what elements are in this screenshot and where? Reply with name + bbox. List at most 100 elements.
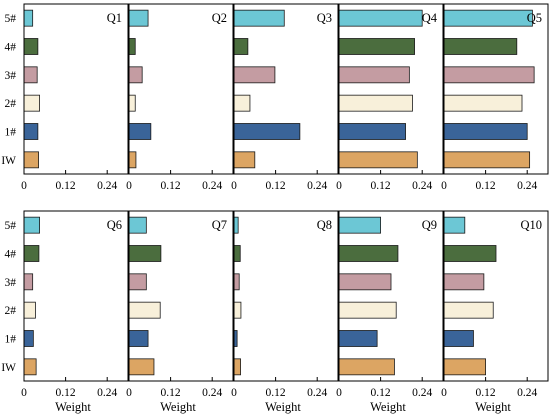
bar-q6-5 <box>23 216 41 234</box>
bar-q9-4 <box>338 245 399 262</box>
panel-q4: Q4 0 0.12 0.24 <box>336 3 444 192</box>
bar-q5-4 <box>443 38 518 55</box>
x-tick-label-q5-1: 0.12 <box>476 180 496 192</box>
category-label-1-1: 1# <box>5 334 17 346</box>
bar-q9-3 <box>338 273 392 291</box>
category-label-0-4: 4# <box>5 42 17 54</box>
panel-title-q3: Q3 <box>317 11 332 25</box>
x-tick-label-q3-1: 0.12 <box>266 180 286 192</box>
bar-q4-1 <box>338 123 406 140</box>
x-tick-label-q10-0: 0 <box>441 387 447 399</box>
x-tick-label-q2-0: 0 <box>126 180 132 192</box>
category-label-0-1: 1# <box>5 127 17 139</box>
bar-q5-5 <box>443 9 533 27</box>
bar-q9-iw <box>338 358 395 376</box>
panel-frame-q4 <box>338 3 444 175</box>
x-tick-label-q1-0: 0 <box>21 180 27 192</box>
bar-q8-2 <box>233 301 242 319</box>
panel-title-q10: Q10 <box>520 218 542 232</box>
x-tick-label-q3-2: 0.24 <box>307 180 327 192</box>
bar-q7-2 <box>128 301 161 319</box>
bar-q2-5 <box>128 9 149 27</box>
panel-title-q1: Q1 <box>107 11 122 25</box>
panel-title-q2: Q2 <box>212 11 227 25</box>
panel-q3: Q3 0 0.12 0.24 <box>231 3 339 192</box>
bar-q2-2 <box>128 94 136 112</box>
x-axis-title-q9: Weight <box>370 400 406 414</box>
bar-q4-2 <box>338 94 413 112</box>
bar-q5-1 <box>443 123 528 140</box>
bar-q2-1 <box>128 123 152 140</box>
category-label-1-5: 5# <box>5 220 17 232</box>
category-label-1-2: 2# <box>5 305 17 317</box>
bar-q7-4 <box>128 245 162 262</box>
bar-q4-3 <box>338 66 410 84</box>
x-tick-label-q3-0: 0 <box>231 180 237 192</box>
panel-title-q4: Q4 <box>422 11 438 25</box>
bar-q1-3 <box>23 66 38 84</box>
panel-frame-q6 <box>23 210 129 382</box>
panel-q8: Q8 0 0.12 0.24 Weight <box>231 210 339 414</box>
x-tick-label-q7-0: 0 <box>126 387 132 399</box>
x-tick-label-q8-0: 0 <box>231 387 237 399</box>
x-axis-title-q6: Weight <box>55 400 91 414</box>
category-label-1-4: 4# <box>5 249 17 261</box>
bar-q6-2 <box>23 301 36 319</box>
bar-q6-4 <box>23 245 40 262</box>
bar-q5-2 <box>443 94 523 112</box>
category-label-0-iw: IW <box>1 155 16 167</box>
x-tick-label-q6-2: 0.24 <box>97 387 117 399</box>
bar-q2-4 <box>128 38 136 55</box>
bar-q8-4 <box>233 245 241 262</box>
panel-q9: Q9 0 0.12 0.24 Weight <box>336 210 444 414</box>
bar-q3-1 <box>233 123 301 140</box>
bar-q2-3 <box>128 66 143 84</box>
bar-q8-3 <box>233 273 240 291</box>
panel-frame-q10 <box>443 210 549 382</box>
bar-q3-4 <box>233 38 249 55</box>
bar-q4-4 <box>338 38 415 55</box>
panel-q1: Q1 0 0.12 0.24 <box>21 3 129 192</box>
bar-q5-iw <box>443 151 531 169</box>
x-axis-title-q7: Weight <box>160 400 196 414</box>
panel-title-q7: Q7 <box>212 218 227 232</box>
x-tick-label-q7-2: 0.24 <box>202 387 222 399</box>
panel-frame-q2 <box>128 3 234 175</box>
bar-q9-2 <box>338 301 397 319</box>
x-tick-label-q10-1: 0.12 <box>476 387 496 399</box>
category-label-0-2: 2# <box>5 98 17 110</box>
bar-q6-iw <box>23 358 37 376</box>
bar-q1-4 <box>23 38 39 55</box>
bar-q1-1 <box>23 123 39 140</box>
panel-frame-q3 <box>233 3 339 175</box>
bar-q7-5 <box>128 216 147 234</box>
x-tick-label-q6-0: 0 <box>21 387 27 399</box>
x-tick-label-q9-1: 0.12 <box>371 387 391 399</box>
panel-frame-q7 <box>128 210 234 382</box>
panel-q10: Q10 0 0.12 0.24 Weight <box>441 210 549 414</box>
bar-q5-3 <box>443 66 535 84</box>
bar-q10-4 <box>443 245 497 262</box>
x-axis-title-q10: Weight <box>475 400 511 414</box>
bar-q3-3 <box>233 66 276 84</box>
x-tick-label-q4-0: 0 <box>336 180 342 192</box>
bar-q2-iw <box>128 151 137 169</box>
x-tick-label-q2-1: 0.12 <box>161 180 181 192</box>
x-tick-label-q8-1: 0.12 <box>266 387 286 399</box>
bar-q10-iw <box>443 358 486 376</box>
panel-title-q6: Q6 <box>107 218 122 232</box>
x-tick-label-q8-2: 0.24 <box>307 387 327 399</box>
x-tick-label-q9-2: 0.24 <box>412 387 432 399</box>
panel-title-q8: Q8 <box>317 218 332 232</box>
category-label-0-3: 3# <box>5 70 17 82</box>
bar-q9-1 <box>338 330 378 347</box>
x-tick-label-q7-1: 0.12 <box>161 387 181 399</box>
panel-frame-q5 <box>443 3 549 175</box>
x-tick-label-q1-1: 0.12 <box>56 180 76 192</box>
category-label-1-3: 3# <box>5 277 17 289</box>
bar-q7-3 <box>128 273 147 291</box>
bar-q3-iw <box>233 151 256 169</box>
panel-frame-q8 <box>233 210 339 382</box>
bar-q1-5 <box>23 9 34 27</box>
